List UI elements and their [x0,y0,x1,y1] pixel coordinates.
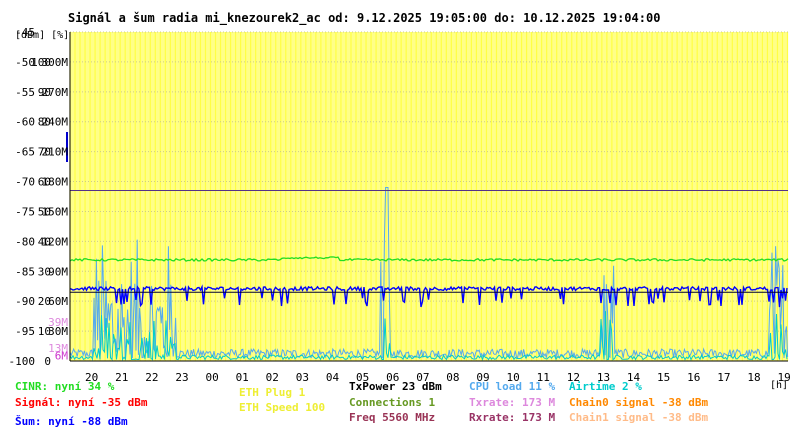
y-tick-rate: 90M [48,265,68,278]
y-tick-dbm: -65 [15,146,35,159]
x-tick-hour: 11 [537,371,550,384]
y-tick-percent: 10 [38,325,51,338]
x-tick-hour: 13 [597,371,610,384]
legend-txrate: Txrate: 173 M [469,396,556,409]
x-tick-hour: 00 [205,371,218,384]
y-tick-dbm: -55 [15,86,35,99]
x-tick-hour: 16 [687,371,700,384]
y-tick-rate: 240M [42,116,69,129]
x-tick-hour: 22 [145,371,158,384]
y-tick-percent: 20 [38,295,51,308]
y-tick-dbm: -50 [15,56,35,69]
series-noise [69,284,788,308]
y-tick-dbm: -70 [15,176,35,189]
legend-freq: Freq 5560 MHz [349,411,436,424]
y-tick-percent: 30 [38,265,51,278]
y-tick-percent: 70 [38,146,51,159]
x-tick-hour: 12 [567,371,580,384]
x-unit-label: [h] [770,380,789,391]
y-tick-rate: 210M [42,146,69,159]
x-tick-hour: 04 [326,371,340,384]
y-tick-percent: 60 [38,176,51,189]
x-tick-hour: 23 [175,371,188,384]
legend-noise: Šum: nyní -88 dBm [15,415,128,428]
y-tick-rate: 300M [42,56,69,69]
x-tick-hour: 03 [296,371,309,384]
x-tick-hour: 09 [476,371,489,384]
y-tick-dbm: -85 [15,265,35,278]
series-airtime [69,311,788,361]
legend-chain0: Chain0 signal -38 dBm [569,396,709,409]
legend-eth-speed: ETH Speed 100 [239,401,326,414]
x-tick-hour: 19 [777,371,790,384]
legend-chain1: Chain1 signal -38 dBm [569,411,709,424]
legend-connections: Connections 1 [349,396,436,409]
x-tick-hour: 15 [657,371,670,384]
legend-rxrate: Rxrate: 173 M [469,411,556,424]
x-tick-hour: 10 [507,371,520,384]
x-tick-hour: 07 [416,371,429,384]
y-tick-percent: 90 [38,86,51,99]
x-tick-hour: 08 [446,371,459,384]
y-tick-dbm: -80 [15,235,35,248]
y-tick-rate: 270M [42,86,69,99]
y-tick-percent: 40 [38,235,51,248]
legend-airtime: Airtime 2 % [569,380,642,393]
y-tick-rate-extra: 6M [55,350,69,363]
legend-cpu-load: CPU load 11 % [469,380,556,393]
y-tick-rate-extra: 39M [48,316,68,329]
y-tick-rate: 120M [42,235,69,248]
legend-txpower: TxPower 23 dBm [349,380,442,393]
y-tick-rate: 60M [48,295,68,308]
y-tick-dbm: -60 [15,116,35,129]
series-cinr [69,256,789,263]
y-tick-percent: 50 [38,205,51,218]
x-tick-hour: 06 [386,371,399,384]
y-tick-dbm: -100 [9,355,36,368]
plot-area [70,32,788,361]
y-unit-label: [dBm] [%] [15,30,70,41]
y-tick-percent: 100 [31,56,51,69]
y-tick-rate: 30M [48,325,68,338]
y-tick-percent: 0 [44,355,51,368]
y-tick-rate: 150M [42,205,69,218]
legend-cinr: CINR: nyní 34 % [15,380,115,393]
y-tick-dbm: -90 [15,295,35,308]
y-tick-dbm: -45 [15,26,35,39]
y-tick-percent: 80 [38,116,51,129]
y-tick-rate: 180M [42,176,69,189]
x-tick-hour: 02 [266,371,279,384]
x-tick-hour: 14 [627,371,641,384]
chart-title: Signál a šum radia mi_knezourek2_ac od: … [68,11,661,25]
y-tick-rate-extra: 13M [48,342,68,355]
legend-signal: Signál: nyní -35 dBm [15,396,148,409]
x-tick-hour: 01 [236,371,249,384]
y-tick-dbm: -95 [15,325,35,338]
legend-eth-plug: ETH Plug 1 [239,386,306,399]
x-tick-hour: 17 [717,371,730,384]
x-tick-hour: 18 [747,371,760,384]
x-tick-hour: 20 [85,371,98,384]
x-tick-hour: 05 [356,371,369,384]
x-tick-hour: 21 [115,371,128,384]
y-tick-dbm: -75 [15,205,35,218]
